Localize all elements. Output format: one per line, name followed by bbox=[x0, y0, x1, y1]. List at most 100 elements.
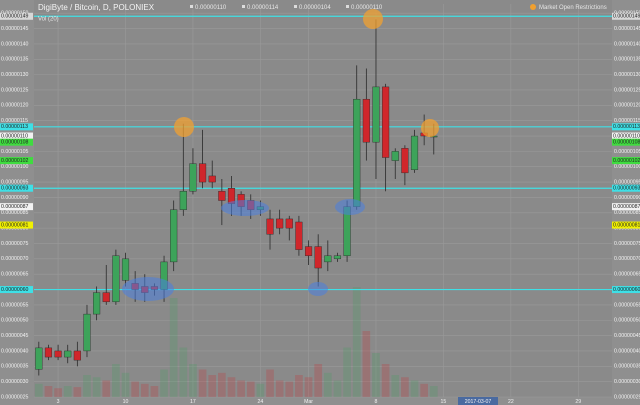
volume-bar bbox=[63, 386, 72, 397]
y-tick-label: 0.00000070 bbox=[1, 256, 29, 262]
readout-value: 0.00000110 bbox=[195, 5, 227, 11]
y-tick-label: 0.00000025 bbox=[1, 394, 29, 400]
candle-body bbox=[372, 86, 380, 143]
candle-body bbox=[121, 258, 130, 281]
y-tick-label: 0.00000115 bbox=[1, 118, 28, 124]
volume-bar bbox=[285, 381, 294, 397]
y-tick-label-right: 0.00000075 bbox=[614, 241, 640, 247]
y-tick-label-right: 0.00000095 bbox=[614, 179, 640, 185]
highlight-ellipse bbox=[122, 277, 174, 301]
volume-bar bbox=[227, 377, 236, 397]
candle-body bbox=[83, 313, 91, 352]
volume-bar bbox=[343, 347, 351, 397]
y-tick-label-right: 0.00000145 bbox=[614, 26, 640, 32]
y-tick-label-right: 0.00000050 bbox=[614, 318, 640, 324]
price-marker-right bbox=[612, 286, 640, 294]
candle-body bbox=[179, 191, 187, 210]
y-tick-label: 0.00000105 bbox=[1, 149, 29, 155]
y-tick-label-right: 0.00000100 bbox=[614, 164, 640, 170]
crosshair-date: 2017-03-07 bbox=[465, 399, 492, 405]
y-tick-label: 0.00000075 bbox=[1, 241, 29, 247]
volume-title: Vol (20) bbox=[38, 17, 59, 23]
candle-body bbox=[410, 135, 419, 170]
price-marker-right bbox=[612, 157, 640, 165]
price-marker-left bbox=[0, 286, 33, 294]
time-axis-panel bbox=[0, 397, 640, 405]
candle-body bbox=[353, 98, 361, 207]
x-tick-label: 15 bbox=[441, 399, 447, 405]
price-marker-label: 0.00000149 bbox=[1, 14, 29, 20]
highlight-circle bbox=[174, 117, 194, 137]
candle-body bbox=[208, 175, 216, 183]
volume-bar bbox=[34, 383, 43, 397]
volume-bar bbox=[121, 372, 130, 397]
candle-body bbox=[333, 255, 342, 260]
y-tick-label-right: 0.00000035 bbox=[614, 364, 640, 370]
volume-bar bbox=[246, 381, 255, 397]
volume-bar bbox=[352, 287, 361, 397]
x-tick-label: 17 bbox=[190, 399, 196, 405]
y-tick-label: 0.00000140 bbox=[1, 41, 29, 47]
candle-body bbox=[382, 86, 390, 158]
left-axis-panel bbox=[0, 0, 34, 397]
y-tick-label: 0.00000145 bbox=[1, 26, 29, 32]
candle-body bbox=[362, 98, 370, 143]
price-marker-right bbox=[612, 12, 640, 20]
readout-swatch bbox=[242, 5, 245, 8]
y-tick-label-right: 0.00000140 bbox=[614, 41, 640, 47]
x-tick-label: 3 bbox=[57, 399, 60, 405]
crosshair-date-box bbox=[458, 397, 498, 405]
volume-bar bbox=[92, 377, 101, 397]
price-marker-label: 0.00000108 bbox=[1, 140, 29, 146]
volume-bar bbox=[150, 386, 159, 397]
volume-bar bbox=[169, 298, 178, 397]
price-marker-left bbox=[0, 138, 33, 146]
price-marker-left bbox=[0, 123, 33, 131]
volume-layer bbox=[34, 287, 438, 397]
y-tick-label: 0.00000100 bbox=[1, 164, 29, 170]
x-tick-label: 24 bbox=[257, 399, 263, 405]
y-tick-label-right: 0.00000065 bbox=[614, 272, 640, 278]
candle-body bbox=[401, 148, 409, 174]
volume-bar bbox=[314, 364, 323, 397]
volume-bar bbox=[131, 381, 140, 397]
volume-bar bbox=[295, 375, 303, 397]
y-tick-label: 0.00000035 bbox=[1, 364, 29, 370]
y-tick-label: 0.00000130 bbox=[1, 72, 29, 78]
highlight-circle bbox=[421, 119, 439, 137]
price-marker-left bbox=[0, 203, 33, 211]
highlight-ellipse bbox=[308, 282, 328, 296]
volume-bar bbox=[198, 369, 207, 397]
volume-bar bbox=[304, 377, 313, 397]
price-marker-label: 0.00000087 bbox=[1, 204, 29, 210]
price-marker-right bbox=[612, 138, 640, 146]
price-marker-label: 0.00000110 bbox=[1, 133, 28, 139]
y-tick-label-right: 0.00000070 bbox=[614, 256, 640, 262]
y-tick-label-right: 0.00000055 bbox=[614, 302, 640, 308]
axes: 0.00000025 0.00000025 0.00000030 0.00000030… bbox=[0, 11, 640, 405]
volume-bar bbox=[323, 372, 332, 397]
x-tick-label: 10 bbox=[123, 399, 129, 405]
candle-body bbox=[391, 151, 399, 161]
price-marker-label: 0.00000102 bbox=[613, 158, 640, 164]
volume-bar bbox=[410, 380, 419, 397]
y-tick-label-right: 0.00000115 bbox=[614, 118, 640, 124]
x-tick-label: 8 bbox=[375, 399, 378, 405]
volume-bar bbox=[179, 347, 188, 397]
volume-bar bbox=[160, 369, 168, 397]
readout-swatch bbox=[190, 5, 193, 8]
right-axis-panel bbox=[612, 0, 640, 397]
x-tick-label: Mar bbox=[304, 399, 313, 405]
candle-body bbox=[324, 255, 332, 263]
volume-bar bbox=[73, 387, 82, 397]
x-tick-label: 29 bbox=[575, 399, 581, 405]
price-marker-right bbox=[612, 184, 640, 192]
volume-bar bbox=[275, 380, 284, 397]
readout-value: 0.00000104 bbox=[299, 5, 331, 11]
volume-bar bbox=[112, 364, 120, 397]
candle-body bbox=[189, 163, 197, 192]
candle-body bbox=[73, 350, 81, 361]
price-marker-right bbox=[612, 123, 640, 131]
y-tick-label: 0.00000085 bbox=[1, 210, 29, 216]
